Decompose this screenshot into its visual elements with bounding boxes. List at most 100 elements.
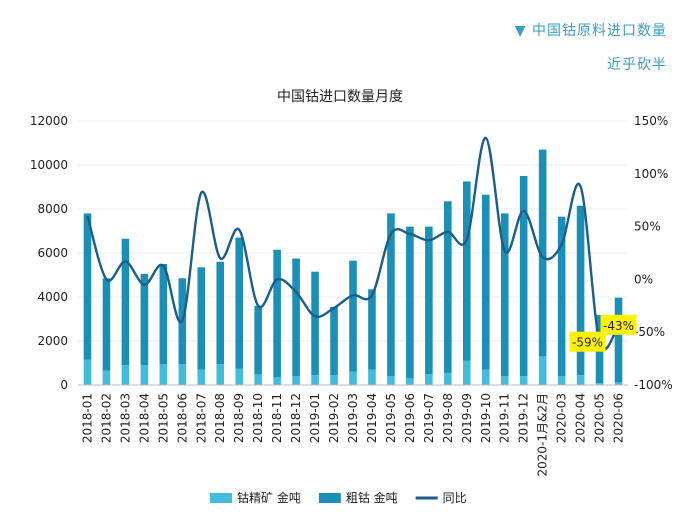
bar-cobalt-concentrate [557,376,566,385]
bar-crude-cobalt [273,249,281,378]
left-axis-tick-label: 6000 [37,246,68,260]
bar-cobalt-concentrate [254,374,262,385]
bar-cobalt-concentrate [292,376,300,385]
header-subcaption: 近乎砍半 [607,57,667,73]
x-axis-tick-label: 2019-12 [517,393,531,443]
bar-crude-cobalt [519,176,528,377]
right-axis-tick-label: 100% [634,167,668,181]
bar-cobalt-concentrate [425,374,433,385]
x-axis-tick-label: 2019-05 [384,393,398,443]
bar-cobalt-concentrate [235,368,243,385]
legend-swatch [318,493,341,503]
bar-crude-cobalt [500,213,509,377]
bar-crude-cobalt [463,181,471,361]
bar-cobalt-concentrate [387,376,395,385]
bar-crude-cobalt [387,213,395,377]
bar-cobalt-concentrate [216,364,225,385]
x-axis-tick-label: 2019-06 [403,393,417,443]
bar-cobalt-concentrate [500,376,509,385]
x-axis-tick-label: 2019-03 [346,393,360,443]
annotation-label: -43% [603,319,634,333]
x-axis-tick-label: 2020-05 [593,393,607,443]
left-axis-tick-label: 8000 [37,202,68,216]
chart-legend: 钴精矿 金吨 粗钴 金吨 同比 [210,490,467,505]
bar-cobalt-concentrate [330,375,338,385]
x-axis-tick-label: 2018-10 [251,393,265,443]
bar-crude-cobalt [425,226,433,374]
bar-cobalt-concentrate [538,356,547,385]
x-axis-tick-label: 2018-03 [118,393,132,443]
x-axis-tick-label: 2019-04 [365,393,379,443]
bar-crude-cobalt [216,261,225,365]
bar-cobalt-concentrate [444,372,452,385]
annotation-box [600,314,637,335]
bar-crude-cobalt [481,194,490,370]
bar-cobalt-concentrate [140,365,149,385]
bar-crude-cobalt [538,149,547,357]
legend-swatch [210,493,232,503]
right-axis-tick-label: -50% [634,325,665,339]
bar-crude-cobalt [349,260,357,372]
bar-cobalt-concentrate [349,371,357,385]
bar-cobalt-concentrate [463,360,471,385]
bar-crude-cobalt [311,271,319,376]
right-axis-tick-label: 0% [634,272,653,286]
chart-line-series [86,136,620,351]
bar-crude-cobalt [235,237,243,369]
bar-crude-cobalt [140,273,149,366]
bar-cobalt-concentrate [406,378,414,385]
bar-cobalt-concentrate [83,359,92,385]
x-axis-tick-label: 2020-03 [555,393,569,443]
chart-axes: 0 2000 4000 6000 8000 10000 12000 -100% -50% 0% 50… [30,114,673,477]
chart-annotations: -59%-43% [569,314,637,352]
x-axis-tick-label: 2018-12 [289,393,303,443]
right-axis-tick-label: 150% [634,114,668,128]
bar-crude-cobalt [292,258,300,377]
legend-label: 钴精矿 金吨 [237,490,301,505]
bar-crude-cobalt [444,201,452,373]
x-axis-tick-label: 2019-01 [308,393,322,443]
x-axis-tick-label: 2018-02 [99,393,113,443]
x-axis-tick-label: 2018-11 [270,393,284,443]
bar-cobalt-concentrate [159,364,168,385]
x-axis-tick-label: 2018-08 [213,393,227,443]
right-axis-tick-label: -100% [634,378,673,392]
right-axis-tick-label: 50% [634,220,661,234]
bar-crude-cobalt [102,278,111,371]
bar-cobalt-concentrate [121,365,130,385]
annotation-label: -59% [572,336,603,350]
x-axis-tick-label: 2019-11 [498,393,512,443]
left-axis-tick-label: 12000 [30,114,68,128]
left-axis-tick-label: 10000 [30,158,68,172]
legend-label: 同比 [443,491,467,505]
bar-cobalt-concentrate [368,369,376,385]
chart-title: 中国钴进口数量月度 [277,89,403,105]
x-axis-tick-label: 2018-07 [194,393,208,443]
legend-label: 粗钴 金吨 [346,490,398,505]
x-axis-tick-label: 2018-09 [232,393,246,443]
left-axis-tick-label: 4000 [37,290,68,304]
x-axis-tick-label: 2019-09 [460,393,474,443]
bar-cobalt-concentrate [273,377,281,385]
bar-crude-cobalt [406,226,414,379]
bar-cobalt-concentrate [311,375,319,385]
bar-cobalt-concentrate [481,369,490,385]
x-axis-tick-label: 2019-10 [479,393,493,443]
x-axis-tick-label: 2020-1月&2月 [536,393,550,477]
bar-crude-cobalt [330,306,338,376]
x-axis-tick-label: 2018-01 [80,393,94,443]
bar-cobalt-concentrate [519,376,528,385]
header-caption: ▼ 中国钴原料进口数量 [514,23,667,39]
bar-crude-cobalt [368,289,376,370]
x-axis-tick-label: 2019-07 [422,393,436,443]
bar-crude-cobalt [576,205,585,376]
bar-crude-cobalt [254,305,262,374]
bar-crude-cobalt [197,267,206,370]
x-axis-tick-label: 2020-04 [574,393,588,443]
bar-cobalt-concentrate [595,383,604,385]
bar-crude-cobalt [121,238,130,366]
x-axis-tick-label: 2019-08 [441,393,455,443]
left-axis-tick-label: 2000 [37,334,68,348]
x-axis-tick-label: 2018-04 [137,393,151,443]
